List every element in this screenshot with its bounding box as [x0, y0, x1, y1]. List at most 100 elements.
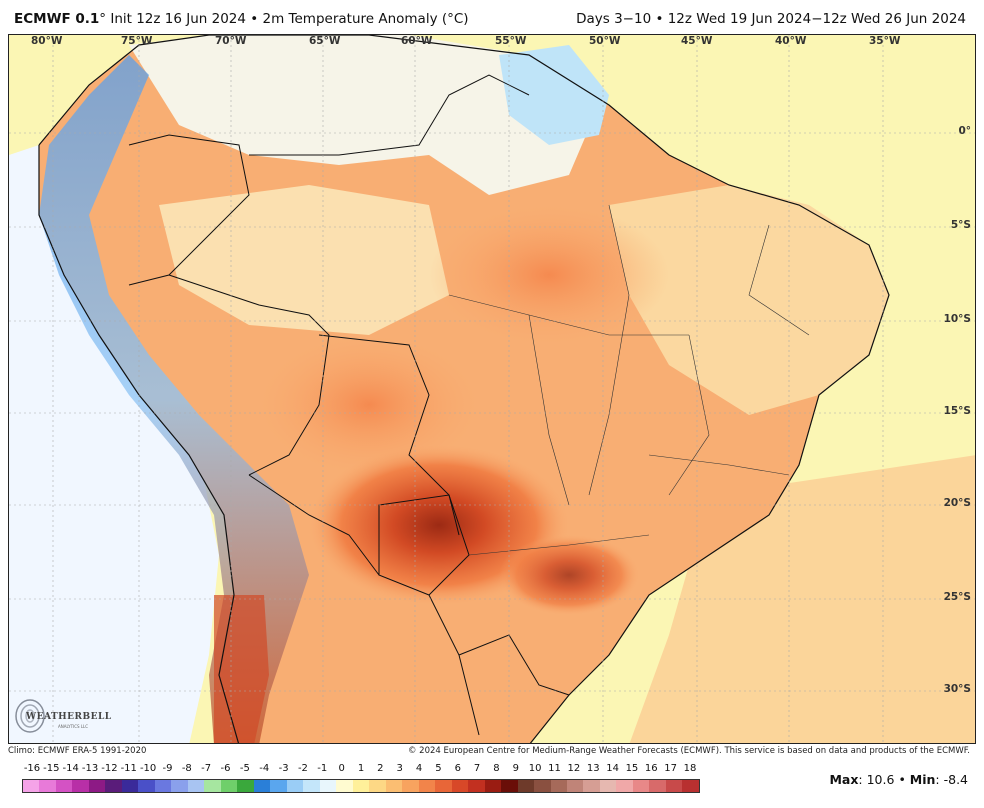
colorbar-tick-label: 13	[586, 763, 600, 774]
colorbar-tick-label: 11	[548, 763, 561, 774]
colorbar-tick-label: 5	[435, 763, 442, 774]
colorbar-tick-label: 1	[357, 763, 365, 774]
colorbar-swatch	[632, 780, 650, 792]
map-title: ECMWF 0.1° Init 12z 16 Jun 2024 • 2m Tem…	[14, 11, 469, 27]
colorbar-tick-label: -8	[181, 763, 192, 774]
weatherbell-logo: WEATHERBELL ANALYTICS LLC	[12, 696, 111, 738]
colorbar-swatch	[352, 780, 370, 792]
amazon-delta-cool	[499, 45, 609, 145]
colorbar-swatch	[336, 780, 353, 792]
min-value: -8.4	[943, 772, 968, 787]
lon-label-45w: 45°W	[681, 35, 713, 47]
lat-label-10s: 10°S	[943, 313, 971, 325]
colorbar-swatch	[121, 780, 139, 792]
colorbar-tick-label: 14	[606, 763, 619, 774]
colorbar-tick-label: 4	[415, 763, 423, 774]
colorbar-swatch	[435, 780, 452, 792]
init-info: ° Init 12z 16 Jun 2024 • 2m Temperature …	[99, 11, 469, 27]
lat-label-25s: 25°S	[943, 591, 971, 603]
colorbar-swatch	[682, 780, 699, 792]
colorbar-tick-label: 16	[644, 763, 658, 774]
colorbar-swatch	[468, 780, 485, 792]
colorbar-swatch	[55, 780, 73, 792]
colorbar-tick-label: -2	[297, 763, 308, 774]
colorbar-swatch	[484, 780, 502, 792]
pacific-coastline	[38, 145, 240, 743]
coastline	[38, 35, 890, 743]
colorbar-swatch	[665, 780, 683, 792]
colorbar-swatch	[39, 780, 56, 792]
pacific-cool-zone	[9, 135, 219, 743]
colorbar-swatch	[138, 780, 155, 792]
colorbar-swatch	[319, 780, 337, 792]
country-borders	[128, 74, 570, 736]
colorbar-tick-label: -3	[278, 763, 289, 774]
hot-anomaly-parana	[499, 535, 639, 615]
colorbar-swatch	[72, 780, 89, 792]
northeast-brazil	[609, 185, 889, 415]
lon-label-70w: 70°W	[215, 35, 247, 47]
copyright-note: © 2024 European Centre for Medium-Range …	[407, 746, 970, 756]
colorbar-swatch	[599, 780, 617, 792]
colorbar-tick-label: 17	[664, 763, 678, 774]
lon-label-40w: 40°W	[775, 35, 807, 47]
lon-label-35w: 35°W	[869, 35, 901, 47]
colorbar-swatch	[154, 780, 172, 792]
north-land-neutral	[129, 35, 599, 195]
colorbar-swatch	[583, 780, 600, 792]
model-name: ECMWF 0.1	[14, 11, 100, 27]
colorbar-swatch	[105, 780, 122, 792]
colorbar-swatch	[385, 780, 403, 792]
lat-label-20s: 20°S	[943, 497, 971, 509]
colorbar-swatch	[501, 780, 518, 792]
colorbar-swatch	[286, 780, 304, 792]
lat-label-5s: 5°S	[950, 219, 971, 231]
warm-anomaly-bolivia	[259, 335, 479, 475]
colorbar: -16 -15 -14 -13 -12 -11 -10 -9 -8 -7 -6 -5 -4 -3 -2 -1 0…	[22, 763, 700, 793]
colorbar-swatch	[171, 780, 188, 792]
colorbar-swatch	[616, 780, 633, 792]
colorbar-swatch	[649, 780, 666, 792]
colorbar-tick-label: 15	[625, 763, 639, 774]
colorbar-tick-label: 6	[454, 763, 461, 774]
colorbar-tick-label: 0	[338, 763, 345, 774]
colorbar-tick-label: 18	[683, 763, 697, 774]
colorbar-swatch	[418, 780, 436, 792]
lon-label-50w: 50°W	[589, 35, 621, 47]
colorbar-swatch	[253, 780, 271, 792]
colorbar-tick-label: -16	[23, 763, 41, 774]
graticule	[9, 35, 975, 743]
warm-anomaly-central	[429, 205, 669, 345]
logo-subtext: ANALYTICS LLC	[58, 724, 89, 729]
colorbar-swatch	[303, 780, 320, 792]
colorbar-tick-label: 3	[396, 763, 403, 774]
colorbar-swatch	[270, 780, 287, 792]
min-label: Min	[909, 772, 936, 787]
colorbar-tick-label: 7	[473, 763, 481, 774]
colorbar-swatch	[369, 780, 386, 792]
logo-text: WEATHERBELL	[26, 712, 112, 722]
colorbar-tick-label: -1	[317, 763, 328, 774]
valid-period: Days 3−10 • 12z Wed 19 Jun 2024−12z Wed …	[576, 11, 966, 27]
colorbar-swatch	[88, 780, 106, 792]
west-amazon	[159, 185, 449, 335]
colorbar-swatches	[22, 779, 700, 793]
colorbar-tick-label: -11	[120, 763, 137, 774]
state-borders	[448, 204, 810, 556]
colorbar-tick-label: -9	[162, 763, 173, 774]
logo-swirl-icon	[15, 699, 45, 733]
colorbar-tick-label: -15	[43, 763, 60, 774]
colorbar-swatch	[451, 780, 469, 792]
colorbar-tick-label: -10	[139, 763, 157, 774]
lon-label-75w: 75°W	[121, 35, 153, 47]
stats-separator: •	[898, 772, 906, 787]
lon-label-65w: 65°W	[309, 35, 341, 47]
colorbar-tick-label: -12	[101, 763, 118, 774]
colorbar-swatch	[402, 780, 419, 792]
colorbar-swatch	[237, 780, 254, 792]
max-label: Max	[829, 772, 859, 787]
colorbar-swatch	[204, 780, 221, 792]
colorbar-swatch	[534, 780, 551, 792]
anomaly-map[interactable]: 80°W 75°W 70°W 65°W 60°W 55°W 50°W 45°W …	[8, 34, 976, 744]
colorbar-tick-label: -14	[62, 763, 79, 774]
